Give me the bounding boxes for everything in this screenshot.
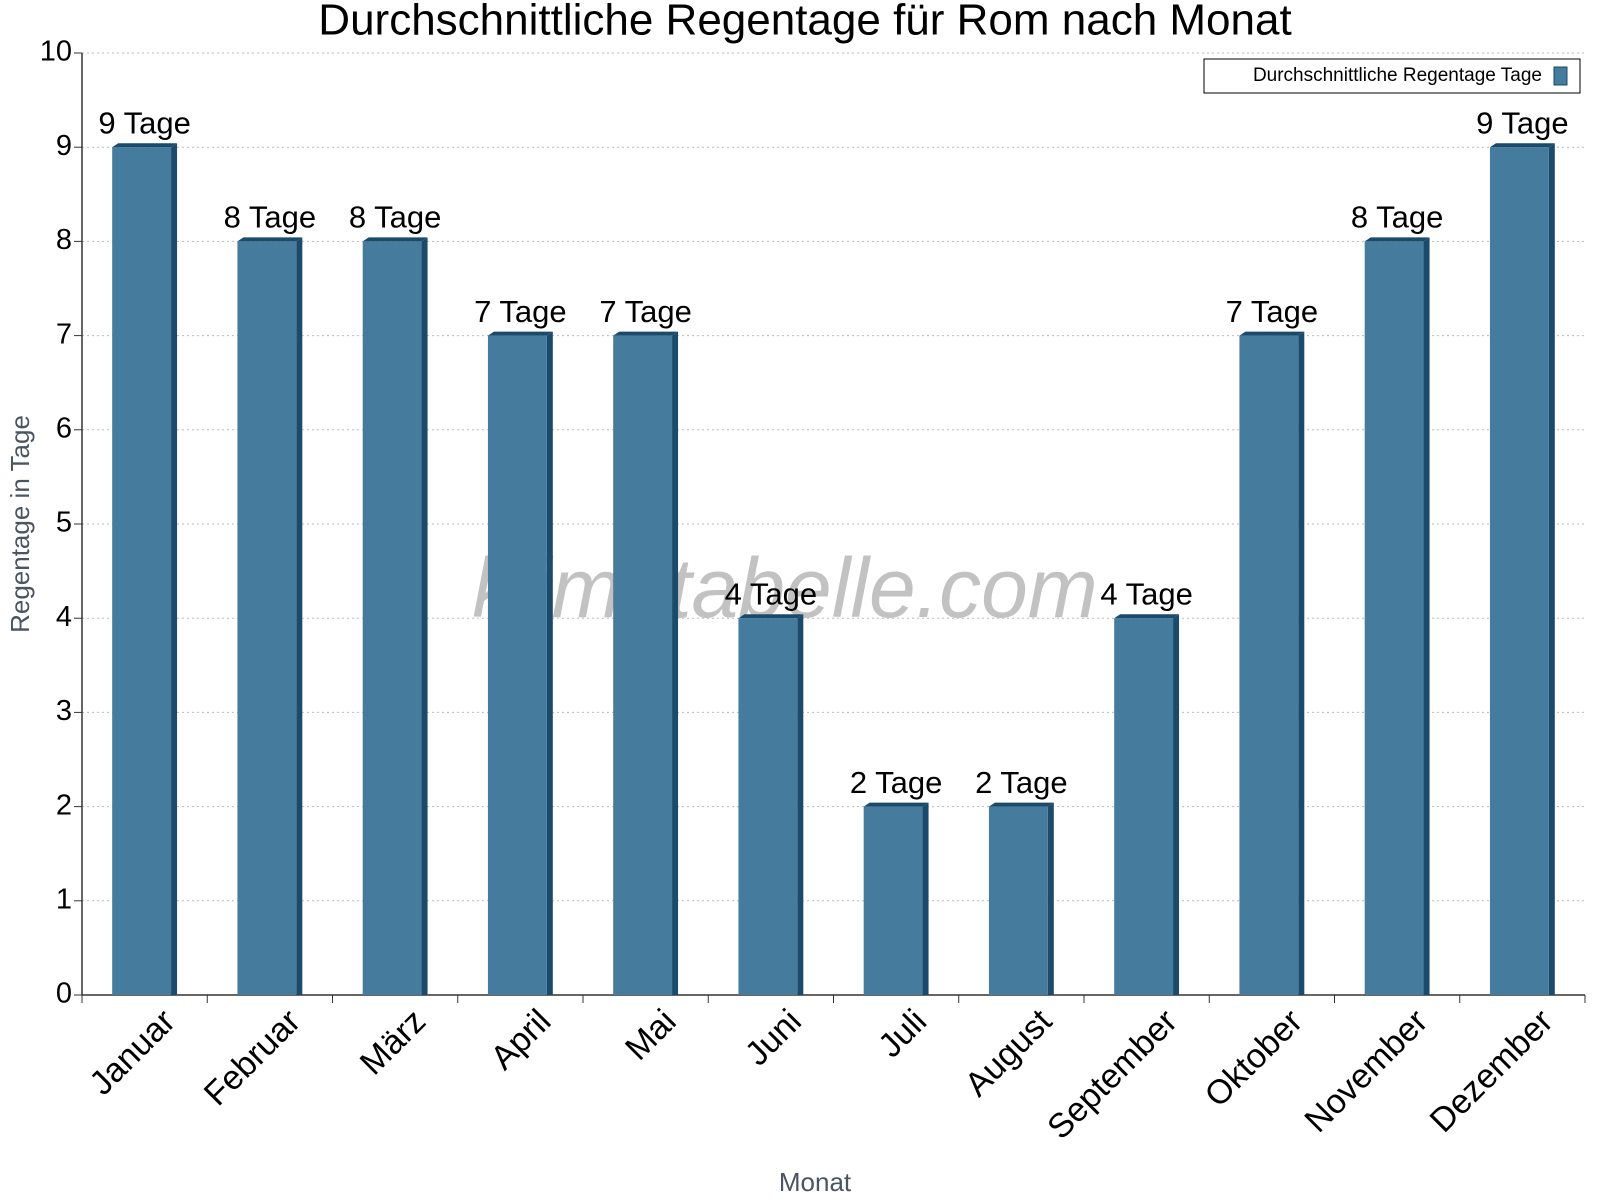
bar-side <box>922 802 929 995</box>
bar-top <box>1239 331 1305 336</box>
data-label: 4 Tage <box>725 576 818 611</box>
bar-side <box>1047 802 1054 995</box>
y-tick-label: 9 <box>56 130 72 162</box>
bar <box>237 241 297 995</box>
y-tick-label: 10 <box>40 36 72 68</box>
bar <box>1239 335 1299 996</box>
chart-title: Durchschnittliche Regentage für Rom nach… <box>318 0 1291 45</box>
bar <box>362 241 422 995</box>
bar-side <box>672 331 679 996</box>
y-tick-label: 1 <box>56 883 72 915</box>
bar <box>613 335 673 996</box>
bar-side <box>1173 614 1180 995</box>
bar-side <box>1423 237 1430 995</box>
data-label: 8 Tage <box>349 200 442 235</box>
bar <box>1489 147 1549 995</box>
bar-side <box>296 237 303 995</box>
bar <box>988 806 1048 995</box>
bar <box>738 618 798 995</box>
y-tick-label: 4 <box>56 601 72 633</box>
data-label: 7 Tage <box>599 294 692 329</box>
data-label: 8 Tage <box>1351 200 1444 235</box>
bar-side <box>421 237 428 995</box>
y-tick-label: 7 <box>56 318 72 350</box>
bar-top <box>1114 614 1180 619</box>
bar-top <box>362 237 428 242</box>
bar-top <box>1364 237 1430 242</box>
legend-label: Durchschnittliche Regentage Tage <box>1253 65 1542 86</box>
y-tick-label: 8 <box>56 224 72 256</box>
bar-side <box>171 143 178 995</box>
bar <box>863 806 923 995</box>
bar-top <box>988 802 1054 807</box>
bar <box>487 335 547 996</box>
y-tick-label: 3 <box>56 695 72 727</box>
bar-top <box>112 143 178 148</box>
bar-side <box>797 614 804 995</box>
bar-side <box>1298 331 1305 996</box>
data-label: 8 Tage <box>224 200 317 235</box>
bar <box>1364 241 1424 995</box>
y-tick-label: 0 <box>56 978 72 1010</box>
bar <box>112 147 172 995</box>
y-tick-label: 2 <box>56 789 72 821</box>
data-label: 7 Tage <box>1226 294 1319 329</box>
bar-side <box>546 331 553 996</box>
bar-top <box>863 802 929 807</box>
x-axis-label: Monat <box>779 1167 852 1197</box>
bar <box>1114 618 1174 995</box>
data-label: 2 Tage <box>975 765 1068 800</box>
y-tick-label: 5 <box>56 507 72 539</box>
bar-side <box>1548 143 1555 995</box>
bar-top <box>237 237 303 242</box>
data-label: 2 Tage <box>850 765 943 800</box>
data-label: 9 Tage <box>98 105 191 140</box>
y-axis-label: Regentage in Tage <box>5 415 35 633</box>
legend-swatch <box>1553 66 1568 86</box>
legend-box <box>1203 58 1581 94</box>
data-label: 7 Tage <box>474 294 567 329</box>
data-label: 4 Tage <box>1100 576 1193 611</box>
data-label: 9 Tage <box>1476 105 1569 140</box>
legend: Durchschnittliche Regentage Tage <box>1203 58 1581 94</box>
bar-top <box>487 331 553 336</box>
y-tick-label: 6 <box>56 412 72 444</box>
bar-top <box>1489 143 1555 148</box>
bar-top <box>738 614 804 619</box>
bar-top <box>613 331 679 336</box>
